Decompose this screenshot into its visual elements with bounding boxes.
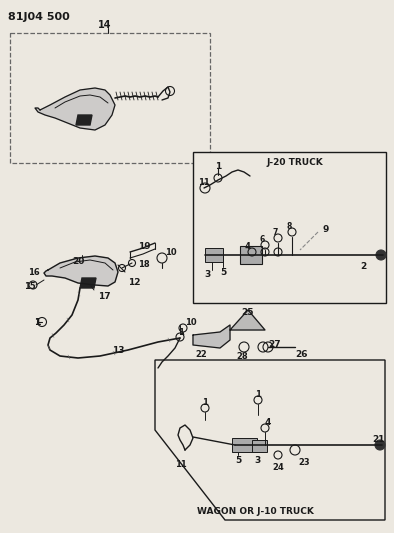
Text: 2: 2 [360,262,366,271]
Text: 27: 27 [268,340,281,349]
Circle shape [376,250,386,260]
Text: 26: 26 [295,350,307,359]
Text: 14: 14 [98,20,112,30]
Text: 1: 1 [34,318,40,327]
Bar [232,438,257,452]
Text: 12: 12 [128,278,141,287]
Text: 19: 19 [138,242,151,251]
Text: 15: 15 [24,282,36,291]
Bar [252,440,267,452]
Polygon shape [76,115,92,125]
Polygon shape [80,278,96,288]
Text: 7: 7 [272,228,278,237]
Circle shape [375,440,385,450]
Text: 6: 6 [259,235,265,244]
Text: 4: 4 [265,418,271,427]
Text: 10: 10 [185,318,197,327]
Text: 21: 21 [372,435,385,444]
Text: 11: 11 [198,178,210,187]
Text: 25: 25 [242,308,254,317]
Text: J-20 TRUCK: J-20 TRUCK [267,158,323,167]
Text: 1: 1 [178,328,184,337]
Polygon shape [44,256,118,286]
Text: 17: 17 [98,292,111,301]
Bar [205,248,223,262]
Text: 10: 10 [165,248,177,257]
FancyBboxPatch shape [10,33,210,163]
Polygon shape [193,325,230,348]
Text: 11: 11 [175,460,187,469]
Text: 1: 1 [255,390,261,399]
Text: 5: 5 [235,456,241,465]
Text: 18: 18 [138,260,150,269]
Text: 23: 23 [298,458,310,467]
Text: 22: 22 [195,350,207,359]
Text: WAGON OR J-10 TRUCK: WAGON OR J-10 TRUCK [197,507,314,516]
Bar [240,246,262,264]
Text: 8: 8 [286,222,292,231]
Bar [193,152,386,303]
Text: 1: 1 [34,318,40,327]
Text: 9: 9 [323,225,329,234]
Text: 16: 16 [28,268,40,277]
Polygon shape [230,310,265,330]
Text: 3: 3 [255,456,261,465]
Text: 81J04 500: 81J04 500 [8,12,70,22]
Text: 24: 24 [272,463,284,472]
Text: 1: 1 [202,398,208,407]
Text: 28: 28 [236,352,247,361]
Text: 5: 5 [220,268,226,277]
Text: 4: 4 [245,242,251,251]
Polygon shape [35,88,115,130]
Text: 13: 13 [112,346,125,355]
Text: 20: 20 [72,257,84,266]
Text: 3: 3 [205,270,211,279]
Text: 1: 1 [215,162,221,171]
